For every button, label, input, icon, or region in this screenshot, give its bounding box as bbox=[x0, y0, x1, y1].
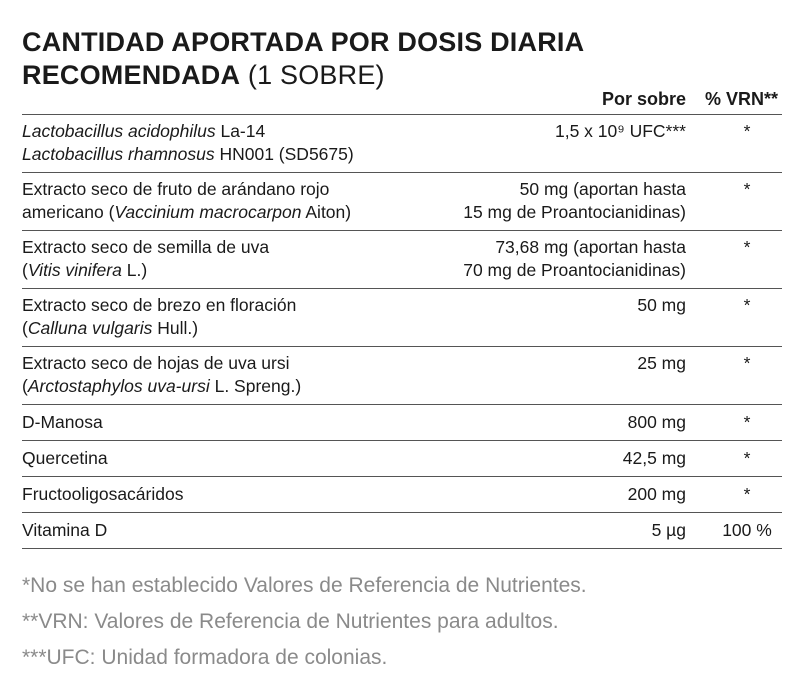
title-line-1: CANTIDAD APORTADA POR DOSIS DIARIA bbox=[22, 27, 585, 57]
ingredient-line: D-Manosa bbox=[22, 411, 446, 434]
ingredient-latin-name: Arctostaphylos uva-ursi bbox=[27, 376, 210, 396]
footnotes: *No se han establecido Valores de Refere… bbox=[22, 568, 782, 676]
title-bold-part: RECOMENDADA bbox=[22, 60, 241, 90]
ingredient-text: Fructooligosacáridos bbox=[22, 484, 184, 504]
ingredient-latin-name: Lactobacillus rhamnosus bbox=[22, 144, 215, 164]
ingredient-cell: Extracto seco de brezo en floración (Call… bbox=[22, 288, 446, 347]
ingredient-text: L. Spreng.) bbox=[209, 376, 302, 396]
vrn-cell: * bbox=[692, 230, 782, 289]
ingredient-line: Fructooligosacáridos bbox=[22, 483, 446, 506]
table-row: Extracto seco de hojas de uva ursi (Arcto… bbox=[22, 346, 782, 405]
title-line-2: RECOMENDADA (1 SOBRE) bbox=[22, 59, 782, 92]
ingredient-line: (Arctostaphylos uva-ursi L. Spreng.) bbox=[22, 375, 446, 398]
ingredient-text: La-14 bbox=[215, 121, 266, 141]
ingredient-text: ( bbox=[22, 376, 28, 396]
ingredient-cell: Extracto seco de semilla de uva (Vitis vi… bbox=[22, 230, 446, 289]
ingredient-text: Extracto seco de brezo en floración bbox=[22, 295, 297, 315]
ingredient-latin-name: Calluna vulgaris bbox=[27, 318, 153, 338]
ingredient-latin-name: Lactobacillus acidophilus bbox=[22, 121, 216, 141]
amount-line: 70 mg de Proantocianidinas) bbox=[463, 260, 686, 280]
ingredient-text: Quercetina bbox=[22, 448, 108, 468]
table-row: D-Manosa 800 mg * bbox=[22, 404, 782, 441]
footnote-3: ***UFC: Unidad formadora de colonias. bbox=[22, 646, 388, 669]
amount-line: 5 µg bbox=[651, 520, 686, 540]
vrn-cell: * bbox=[692, 288, 782, 347]
amount-cell: 800 mg bbox=[446, 404, 692, 441]
table-row: Vitamina D 5 µg 100 % bbox=[22, 512, 782, 549]
vrn-cell: * bbox=[692, 476, 782, 513]
table-header-row: Por sobre % VRN** bbox=[22, 84, 782, 115]
ingredient-cell: Quercetina bbox=[22, 440, 446, 477]
ingredient-line: (Vitis vinifera L.) bbox=[22, 259, 446, 282]
amount-cell: 50 mg (aportan hasta 15 mg de Proantocian… bbox=[446, 172, 692, 231]
ingredient-cell: Lactobacillus acidophilus La-14 Lactobaci… bbox=[22, 114, 446, 173]
vrn-cell: * bbox=[692, 346, 782, 405]
amount-cell: 73,68 mg (aportan hasta 70 mg de Proantoc… bbox=[446, 230, 692, 289]
amount-cell: 5 µg bbox=[446, 512, 692, 549]
amount-cell: 200 mg bbox=[446, 476, 692, 513]
vrn-cell: * bbox=[692, 404, 782, 441]
table-row: Extracto seco de fruto de arándano rojo a… bbox=[22, 172, 782, 231]
amount-line: 25 mg bbox=[637, 353, 686, 373]
ingredient-text: ( bbox=[22, 260, 28, 280]
ingredient-text: Aiton) bbox=[301, 202, 352, 222]
footnote-2: **VRN: Valores de Referencia de Nutrient… bbox=[22, 610, 559, 633]
ingredient-text: ( bbox=[22, 318, 28, 338]
table-row: Extracto seco de brezo en floración (Call… bbox=[22, 288, 782, 347]
ingredient-latin-name: Vaccinium macrocarpon bbox=[114, 202, 302, 222]
amount-line: 1,5 x 10⁹ UFC*** bbox=[554, 121, 686, 141]
ingredient-line: Extracto seco de fruto de arándano rojo bbox=[22, 178, 446, 201]
ingredient-cell: Vitamina D bbox=[22, 512, 446, 549]
ingredient-line: Extracto seco de brezo en floración bbox=[22, 294, 446, 317]
nutrition-table: Por sobre % VRN** Lactobacillus acidophi… bbox=[22, 84, 782, 549]
amount-cell: 50 mg bbox=[446, 288, 692, 347]
amount-line: 800 mg bbox=[627, 412, 686, 432]
ingredient-line: americano (Vaccinium macrocarpon Aiton) bbox=[22, 201, 446, 224]
ingredient-cell: D-Manosa bbox=[22, 404, 446, 441]
ingredient-line: Vitamina D bbox=[22, 519, 446, 542]
amount-line: 50 mg bbox=[637, 295, 686, 315]
ingredient-text: D-Manosa bbox=[22, 412, 103, 432]
ingredient-text: Extracto seco de hojas de uva ursi bbox=[22, 353, 290, 373]
ingredient-line: Lactobacillus acidophilus La-14 bbox=[22, 120, 446, 143]
ingredient-text: Extracto seco de semilla de uva bbox=[22, 237, 270, 257]
amount-cell: 1,5 x 10⁹ UFC*** bbox=[446, 114, 692, 173]
table-row: Extracto seco de semilla de uva (Vitis vi… bbox=[22, 230, 782, 289]
ingredient-line: Lactobacillus rhamnosus HN001 (SD5675) bbox=[22, 143, 446, 166]
vrn-cell: * bbox=[692, 172, 782, 231]
title-light-part: (1 SOBRE) bbox=[240, 60, 385, 90]
ingredient-cell: Extracto seco de fruto de arándano rojo a… bbox=[22, 172, 446, 231]
amount-line: 200 mg bbox=[627, 484, 686, 504]
page-title: CANTIDAD APORTADA POR DOSIS DIARIA RECOM… bbox=[22, 26, 782, 92]
ingredient-text: Extracto seco de fruto de arándano rojo bbox=[22, 179, 330, 199]
amount-line: 15 mg de Proantocianidinas) bbox=[463, 202, 686, 222]
ingredient-text: HN001 (SD5675) bbox=[214, 144, 354, 164]
ingredient-text: L.) bbox=[121, 260, 148, 280]
ingredient-latin-name: Vitis vinifera bbox=[27, 260, 122, 280]
ingredient-text: Hull.) bbox=[152, 318, 199, 338]
table-row: Fructooligosacáridos 200 mg * bbox=[22, 476, 782, 513]
header-amount: Por sobre bbox=[601, 88, 686, 109]
ingredient-line: Extracto seco de semilla de uva bbox=[22, 236, 446, 259]
vrn-cell: * bbox=[692, 440, 782, 477]
amount-cell: 42,5 mg bbox=[446, 440, 692, 477]
table-row: Lactobacillus acidophilus La-14 Lactobaci… bbox=[22, 114, 782, 173]
vrn-cell: * bbox=[692, 114, 782, 173]
ingredient-line: Extracto seco de hojas de uva ursi bbox=[22, 352, 446, 375]
vrn-cell: 100 % bbox=[692, 512, 782, 549]
footnote-1: *No se han establecido Valores de Refere… bbox=[22, 574, 587, 597]
amount-line: 42,5 mg bbox=[622, 448, 686, 468]
ingredient-cell: Extracto seco de hojas de uva ursi (Arcto… bbox=[22, 346, 446, 405]
header-vrn: % VRN** bbox=[704, 88, 778, 109]
ingredient-line: (Calluna vulgaris Hull.) bbox=[22, 317, 446, 340]
ingredient-text: americano ( bbox=[22, 202, 115, 222]
ingredient-text: Vitamina D bbox=[22, 520, 108, 540]
amount-cell: 25 mg bbox=[446, 346, 692, 405]
amount-line: 73,68 mg (aportan hasta bbox=[495, 237, 686, 257]
ingredient-line: Quercetina bbox=[22, 447, 446, 470]
table-row: Quercetina 42,5 mg * bbox=[22, 440, 782, 477]
amount-line: 50 mg (aportan hasta bbox=[519, 179, 686, 199]
ingredient-cell: Fructooligosacáridos bbox=[22, 476, 446, 513]
header-ingredient bbox=[22, 84, 446, 115]
